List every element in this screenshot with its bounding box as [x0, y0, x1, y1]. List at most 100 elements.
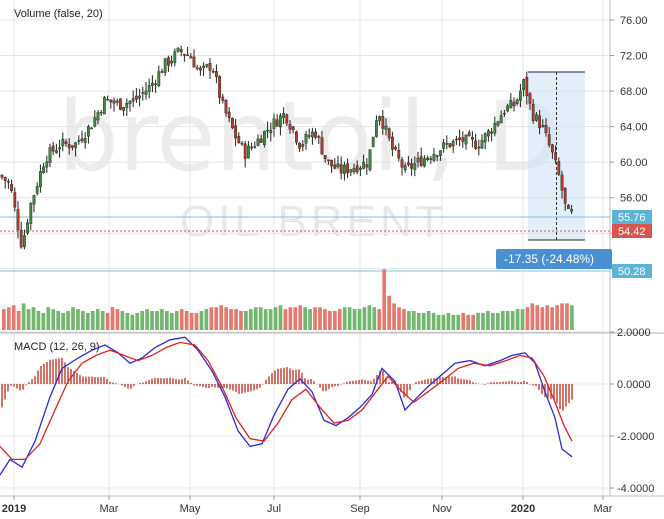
macd-label[interactable]: MACD (12, 26, 9): [14, 341, 100, 353]
volume-bar: [165, 311, 169, 330]
volume-bar: [194, 312, 199, 330]
price-tick-label: 72.00: [620, 51, 648, 63]
volume-bar: [476, 312, 480, 330]
candle-body: [455, 138, 458, 141]
candle-body: [439, 150, 442, 156]
candle-body: [525, 77, 529, 97]
measure-label-text: -17.35 (-24.48%): [504, 252, 594, 266]
candle-body: [147, 85, 151, 92]
candle-body: [384, 125, 388, 130]
macd-axis[interactable]: 2.0000 0.0000 -2.0000 -4.0000: [610, 327, 654, 495]
candle-body: [266, 129, 269, 132]
candle-body: [410, 163, 413, 169]
candle-body: [567, 204, 570, 209]
candle-body: [419, 156, 423, 167]
candle-body: [544, 125, 548, 134]
candle-body: [112, 100, 116, 104]
candle-body: [109, 99, 113, 103]
candle-body: [138, 95, 141, 99]
candle-body: [6, 181, 10, 183]
volume-bar: [224, 307, 228, 330]
candle-body: [538, 115, 542, 129]
volume-bar: [100, 311, 105, 330]
candle-body: [355, 165, 359, 173]
candle-body: [451, 140, 455, 147]
candle-body: [483, 133, 487, 143]
candle-body: [64, 141, 68, 144]
candle-body: [189, 56, 193, 59]
candle-body: [58, 147, 62, 150]
candle-body: [144, 90, 148, 95]
candle-body: [333, 164, 337, 169]
volume-bar: [486, 311, 490, 330]
volume-bar: [520, 309, 525, 330]
candle-body: [141, 92, 145, 94]
time-tick-label: Jul: [267, 503, 281, 515]
candle-body: [535, 114, 538, 121]
volume-bar: [560, 303, 564, 330]
candle-body: [160, 71, 164, 73]
lower-price-badge-text: 50.28: [618, 266, 646, 278]
volume-bar: [125, 312, 130, 330]
candle-body: [391, 136, 394, 150]
volume-bar: [11, 305, 16, 330]
volume-bar: [46, 307, 51, 330]
volume-bar: [328, 311, 332, 330]
volume-bar: [95, 309, 100, 330]
volume-bar: [481, 312, 485, 330]
candle-body: [170, 60, 173, 64]
candle-body: [224, 100, 228, 114]
volume-bar: [130, 314, 135, 330]
price-tick-label: 60.00: [620, 157, 648, 169]
candle-body: [314, 131, 317, 138]
candle-body: [496, 121, 500, 126]
candle-body: [70, 145, 74, 148]
upper-price-badge: 55.76: [612, 210, 652, 224]
volume-bar: [308, 309, 312, 330]
candle-body: [560, 174, 564, 191]
lower-price-badge: 50.28: [612, 264, 652, 278]
candle-body: [362, 161, 365, 169]
candle-body: [336, 163, 340, 167]
volume-bar: [169, 312, 174, 330]
candle-body: [240, 142, 244, 145]
volume-bar: [347, 307, 352, 330]
candle-body: [490, 131, 493, 134]
candle-body: [263, 131, 266, 145]
candle-body: [234, 125, 237, 139]
candle-body: [51, 145, 55, 152]
time-axis[interactable]: 2019 Mar May Jul Sep Nov 2020 Mar: [2, 496, 613, 515]
candle-body: [381, 115, 385, 129]
volume-bar: [313, 307, 317, 330]
volume-label[interactable]: Volume (false, 20): [14, 8, 103, 20]
measure-label[interactable]: -17.35 (-24.48%): [496, 249, 612, 269]
candle-body: [509, 100, 513, 109]
price-tick-label: 64.00: [620, 122, 648, 134]
candle-body: [563, 187, 567, 204]
candle-body: [298, 142, 301, 149]
volume-bar: [535, 305, 540, 330]
candle-body: [182, 54, 186, 56]
candle-body: [106, 98, 110, 101]
volume-bar: [500, 311, 505, 330]
candle-body: [474, 140, 477, 149]
candle-body: [471, 136, 474, 140]
candle-body: [320, 137, 324, 155]
candle-body: [285, 114, 289, 124]
candle-body: [19, 229, 23, 248]
candle-body: [90, 127, 94, 130]
last-price-badge: 54.42: [612, 224, 652, 238]
candle-body: [570, 208, 574, 212]
candle-body: [3, 177, 7, 182]
volume-bar: [135, 312, 140, 330]
macd-tick-label: 0.0000: [617, 379, 651, 391]
candle-body: [499, 115, 503, 124]
candle-body: [371, 136, 375, 148]
candle-body: [506, 105, 509, 112]
candle-body: [195, 67, 199, 70]
candle-body: [547, 134, 551, 146]
volume-bar: [298, 305, 303, 330]
volume-bar: [303, 307, 308, 330]
candle-body: [45, 161, 49, 168]
